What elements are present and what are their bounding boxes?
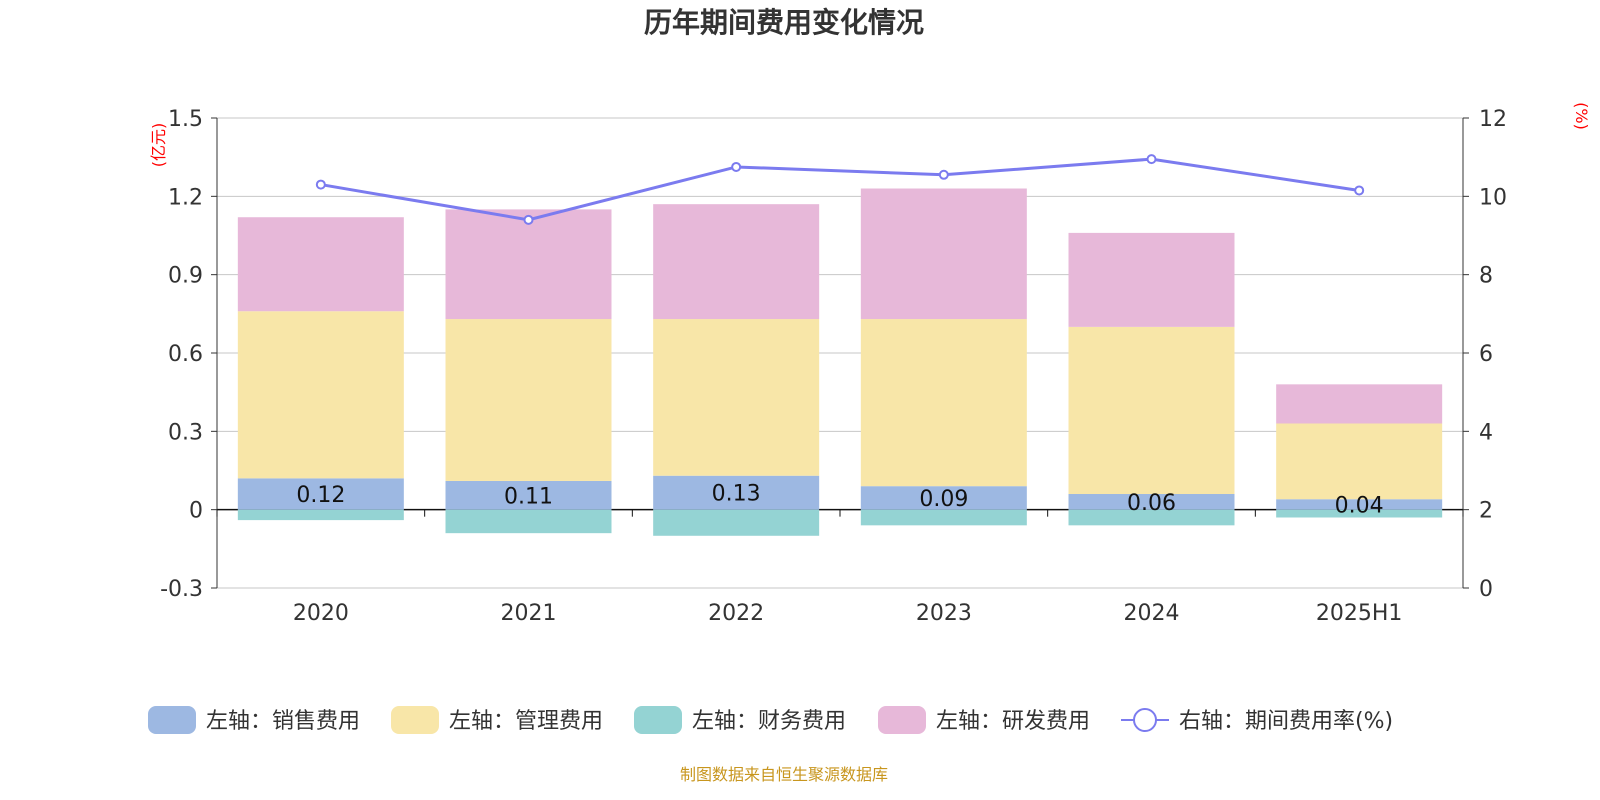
legend-swatch [634, 706, 682, 734]
rate-line [320, 157, 1360, 222]
rate-point [938, 169, 949, 180]
legend-swatch [391, 706, 439, 734]
chart-title: 历年期间费用变化情况 [644, 6, 924, 39]
left-axis-tick-label: 1.5 [168, 107, 203, 132]
bar-data-label: 0.09 [919, 487, 968, 512]
right-axis-tick-label: 10 [1479, 185, 1507, 210]
bar-segment [237, 478, 404, 510]
bar-segment [1068, 326, 1235, 494]
legend-label: 左轴：管理费用 [449, 709, 603, 734]
bar-segment [237, 217, 404, 312]
bar-segment [237, 509, 404, 521]
left-axis-tick-label: 0.3 [168, 420, 203, 445]
bar-segment [237, 311, 404, 479]
right-axis-tick-label: 4 [1479, 420, 1493, 445]
bar-layer [237, 188, 1443, 536]
bar-segment [1068, 494, 1235, 510]
left-axis-tick-label: 0.9 [168, 264, 203, 289]
left-axis-tick-label: -0.3 [160, 577, 203, 602]
bar-data-label: 0.11 [504, 484, 553, 509]
rate-point [523, 214, 534, 225]
bar-data-label: 0.06 [1127, 491, 1176, 516]
rate-point [731, 161, 742, 172]
bar-data-label: 0.04 [1335, 493, 1384, 518]
bar-segment [860, 188, 1027, 320]
bar-segment [860, 509, 1027, 526]
rate-point [1146, 154, 1157, 165]
bar-segment [445, 509, 612, 534]
right-axis-tick-label: 0 [1479, 577, 1493, 602]
bar-segment [445, 209, 612, 320]
bar-segment [445, 319, 612, 481]
x-axis-tick-label: 2022 [708, 601, 764, 626]
legend: 左轴：销售费用 左轴：管理费用 左轴：财务费用 左轴：研发费用 右轴：期间费用率(%) [148, 706, 1393, 734]
right-axis-unit: (%) [1572, 102, 1591, 130]
left-axis-unit: (亿元) [149, 123, 168, 168]
bar-segment [860, 486, 1027, 510]
right-axis-tick-label: 6 [1479, 342, 1493, 367]
bar-segment [653, 204, 820, 320]
x-axis-tick-label: 2023 [916, 601, 972, 626]
x-axis-tick-label: 2020 [293, 601, 349, 626]
grid-lines [217, 117, 1463, 589]
legend-label: 右轴：期间费用率(%) [1179, 709, 1393, 734]
legend-marker [1133, 708, 1157, 732]
right-axis-tick-label: 12 [1479, 107, 1507, 132]
left-axis-tick-label: 1.2 [168, 185, 203, 210]
bar-segment [1276, 499, 1443, 510]
x-axis-tick-label: 2021 [501, 601, 557, 626]
bar-segment [860, 319, 1027, 487]
x-axis-tick-label: 2024 [1124, 601, 1180, 626]
left-axis-tick-label: 0.6 [168, 342, 203, 367]
bar-data-label: 0.12 [296, 483, 345, 508]
rate-point [315, 179, 326, 190]
legend-swatch [148, 706, 196, 734]
source-note: 制图数据来自恒生聚源数据库 [680, 765, 888, 784]
bar-segment [1276, 423, 1443, 500]
line-layer [315, 154, 1365, 225]
bar-segment [1068, 509, 1235, 526]
bar-segment [1276, 509, 1443, 518]
bar-segment [1276, 384, 1443, 424]
bar-segment [445, 480, 612, 510]
right-axis-tick-label: 2 [1479, 499, 1493, 524]
legend-label: 左轴：销售费用 [206, 709, 360, 734]
bar-segment [653, 509, 820, 536]
bar-data-label: 0.13 [712, 482, 761, 507]
bar-segment [653, 319, 820, 476]
legend-label: 左轴：研发费用 [936, 709, 1090, 734]
axis-layer: -0.3 0 0.3 0.6 0.9 1.2 1.5 0 2 4 6 8 10 12 2020 2021 202… [160, 107, 1507, 626]
x-axis-tick-label: 2025H1 [1316, 601, 1403, 626]
right-axis-tick-label: 8 [1479, 264, 1493, 289]
bar-segment [1068, 232, 1235, 327]
legend-label: 左轴：财务费用 [692, 709, 846, 734]
data-label-layer: 0.12 0.11 0.13 0.09 0.06 0.04 [296, 482, 1383, 519]
bar-segment [653, 475, 820, 510]
rate-point [1354, 185, 1365, 196]
left-axis-tick-label: 0 [189, 499, 203, 524]
legend-swatch [878, 706, 926, 734]
